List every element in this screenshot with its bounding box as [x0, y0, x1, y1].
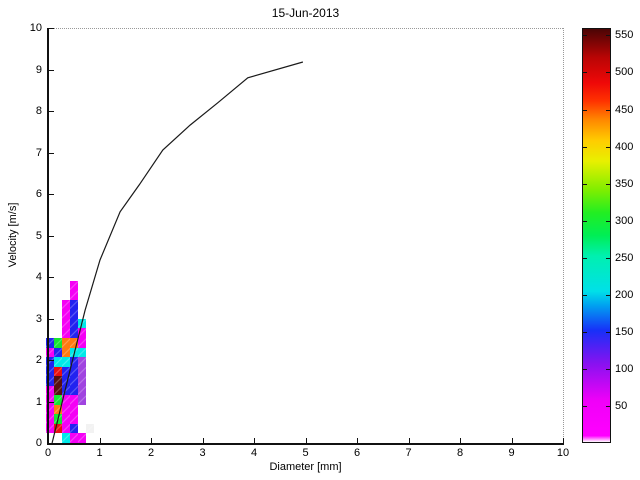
heatmap-cell	[61, 423, 70, 434]
heatmap-cell	[46, 423, 54, 434]
heatmap-cell	[61, 299, 70, 310]
heatmap-cell	[61, 385, 70, 396]
y-axis	[47, 28, 49, 444]
heatmap-cell	[77, 395, 86, 405]
heatmap-cell	[61, 309, 70, 319]
heatmap-cell	[61, 376, 70, 386]
heatmap-cell	[46, 404, 54, 415]
plot-right-border	[563, 28, 564, 443]
heatmap-cell	[69, 423, 78, 434]
heatmap-cell	[69, 328, 78, 338]
heatmap-cell	[53, 376, 62, 386]
heatmap-cell	[61, 433, 70, 443]
heatmap-cell	[61, 357, 70, 367]
heatmap-cell	[77, 347, 86, 358]
heatmap-cell	[69, 404, 78, 415]
heatmap-cell	[46, 357, 54, 367]
heatmap-cell	[53, 338, 62, 348]
heatmap-cell	[77, 318, 86, 329]
heatmap-cell	[46, 338, 54, 348]
heatmap-cell	[69, 414, 78, 424]
x-axis-label: Diameter [mm]	[269, 461, 342, 473]
heatmap-cell	[77, 357, 86, 367]
heatmap-cell	[53, 395, 62, 405]
heatmap-cell	[69, 385, 78, 396]
heatmap-cell	[69, 280, 78, 291]
heatmap-cell	[61, 395, 70, 405]
heatmap-cell	[77, 366, 86, 377]
plot-top-border	[48, 28, 563, 29]
heatmap-cell	[69, 338, 78, 348]
heatmap-cell	[77, 385, 86, 396]
y-axis-label: Velocity [m/s]	[7, 202, 19, 268]
heatmap-cell	[69, 433, 78, 443]
heatmap-cell	[69, 290, 78, 300]
heatmap-cell	[46, 395, 54, 405]
heatmap-cell	[61, 414, 70, 424]
heatmap-cell	[69, 395, 78, 405]
heatmap-cell	[46, 366, 54, 377]
heatmap-cell	[46, 376, 54, 386]
heatmap-cell	[53, 423, 62, 434]
colorbar	[582, 28, 611, 443]
heatmap-cell	[69, 318, 78, 329]
heatmap-cell	[77, 338, 86, 348]
heatmap-cell	[53, 347, 62, 358]
heatmap-cell	[69, 299, 78, 310]
heatmap-cell	[69, 309, 78, 319]
heatmap-cell	[53, 357, 62, 367]
heatmap-cell	[61, 328, 70, 338]
heatmap-cell	[77, 376, 86, 386]
heatmap-cell	[61, 347, 70, 358]
heatmap-cell	[69, 376, 78, 386]
heatmap-cell	[53, 385, 62, 396]
heatmap-cell	[46, 347, 54, 358]
heatmap-cell	[53, 404, 62, 415]
heatmap-cell	[69, 366, 78, 377]
heatmap-cell	[61, 366, 70, 377]
heatmap-cell	[46, 414, 54, 424]
heatmap-cell	[85, 423, 94, 434]
heatmap-cell	[69, 357, 78, 367]
heatmap-cell	[53, 414, 62, 424]
heatmap-cell	[61, 318, 70, 329]
x-axis	[47, 443, 564, 445]
heatmap-cell	[77, 328, 86, 338]
heatmap-cell	[69, 347, 78, 358]
heatmap-cell	[77, 433, 86, 443]
heatmap-cell	[61, 404, 70, 415]
heatmap-cell	[61, 338, 70, 348]
chart-title: 15-Jun-2013	[271, 6, 340, 20]
heatmap-cell	[46, 385, 54, 396]
heatmap-cell	[53, 366, 62, 377]
